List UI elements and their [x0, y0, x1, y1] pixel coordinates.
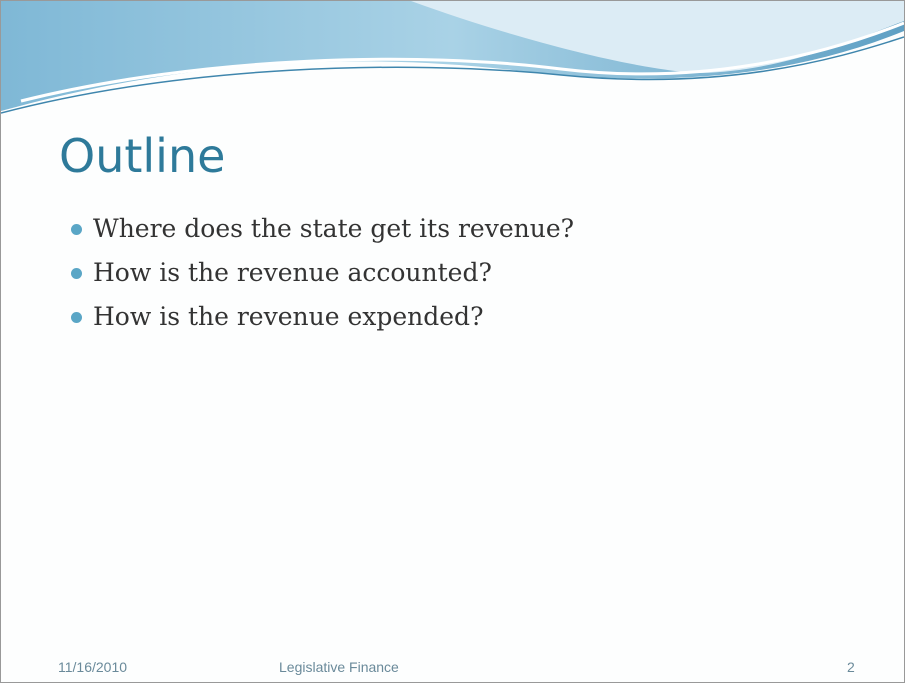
- bullet: How is the revenue expended?: [71, 297, 574, 341]
- bullet: Where does the state get its revenue?: [71, 209, 574, 253]
- bullet: How is the revenue accounted?: [71, 253, 574, 297]
- footer-text: Legislative Finance: [279, 659, 399, 675]
- bullet-list: Where does the state get its revenue? Ho…: [71, 209, 574, 341]
- page-number: 2: [847, 659, 855, 675]
- slide-title: Outline: [59, 129, 225, 183]
- header-wave: [1, 1, 904, 121]
- footer-date: 11/16/2010: [58, 659, 127, 675]
- slide: Outline Where does the state get its rev…: [0, 0, 905, 683]
